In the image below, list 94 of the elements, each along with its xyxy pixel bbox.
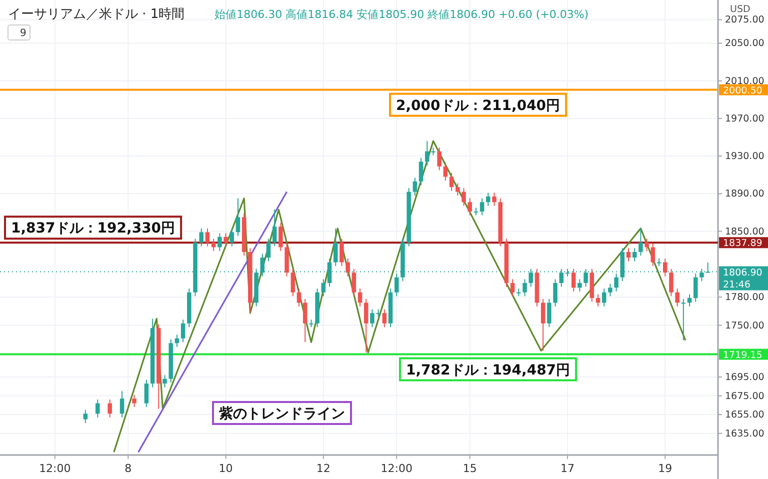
candlestick [687,294,692,307]
x-tick-label: 12 [316,462,330,475]
candlestick [174,334,180,348]
x-tick-label: 12:00 [380,462,412,475]
candlestick [486,192,490,206]
candlestick [346,258,350,277]
candlestick [162,374,167,388]
x-tick-label: 8 [124,462,132,475]
y-tick-label: 1930.00 [725,151,764,162]
annotation: 9 [20,28,26,39]
y-tick-label: 1850.00 [725,226,764,238]
annotation: 紫のトレンドライン [218,406,345,422]
candlestick [510,278,515,297]
annotation: 2,000ドル：211,040円 [396,98,560,114]
candlestick [278,222,283,252]
y-tick-label: 2010.00 [725,76,764,87]
candlestick [468,198,472,216]
candlestick [302,298,308,343]
candlestick [382,308,387,328]
candlestick [480,198,484,216]
y-tick-label: 1780.00 [725,292,764,304]
candlestick [540,298,546,352]
x-tick-label: 15 [462,462,477,475]
annotation: 1,782ドル：194,487円 [406,362,570,378]
candlestick [669,268,674,297]
text: 始値1806.30 高値1816.84 安値1805.90 終値1806.90 +0.60 (+0.03%) [214,8,589,21]
candlestick [364,298,368,354]
y-tick-label: 2075.00 [725,14,764,26]
candlestick [638,228,643,256]
candlestick [462,188,466,206]
candlestick [230,228,234,247]
y-tick-label: 1970.00 [725,113,764,124]
candlestick [578,278,582,292]
ref-line-label: 1837.89 [723,238,762,250]
candlestick [321,278,326,297]
candlestick [596,294,600,307]
candlestick [681,298,686,341]
candlestick [340,238,344,267]
ref-line-label: 2000.50 [723,85,762,96]
candlestick [547,298,552,328]
candlestick [412,177,418,196]
text: イーサリアム／米ドル · 1時間 [8,7,185,22]
candlestick [437,147,442,171]
candlestick [144,379,149,408]
price-tag: 1837.89 [719,237,768,250]
x-tick-label: 17 [560,462,574,475]
candlestick [449,172,454,192]
candlestick [236,198,240,236]
price-tag: 2000.50 [719,84,768,96]
x-tick-label: 10 [218,462,233,475]
annotation: 1,837ドル：192,330円 [11,220,176,237]
candlestick [272,209,277,247]
candlestick [608,283,612,297]
candlestick [358,288,362,307]
candlestick [290,268,296,297]
candlestick [418,157,424,186]
y-tick-label: 1750.00 [725,320,764,332]
candlestick [224,232,228,247]
ref-line-label: 1806.90 [723,267,762,278]
y-tick-label: 1655.00 [725,410,764,421]
y-tick-label: 1695.00 [725,372,764,383]
candlestick [522,278,527,297]
y-tick-label: 1675.00 [725,390,764,402]
y-tick-label: 2050.00 [725,38,764,50]
candlestick [205,228,210,247]
candlestick [492,192,496,206]
candlestick [456,182,460,196]
candlestick [443,162,448,181]
text: USD [730,4,750,15]
candlestick [180,319,186,343]
candlestick [693,273,698,302]
candlestick [553,278,558,307]
price-tag: 1719.15 [719,348,768,361]
candlestick [675,288,680,307]
x-tick-label: 12:00 [39,462,71,475]
candlestick [211,238,216,252]
candlestick [333,228,338,267]
candlestick [632,248,637,262]
candlestick [199,228,204,247]
candlestick [571,268,576,292]
candlestick [602,288,606,307]
candlestick [644,238,649,252]
ref-line-label: 1719.15 [723,350,762,361]
candlestick [266,238,271,262]
text: 21:46 [723,279,750,290]
candlestick [626,248,631,262]
y-tick-label: 1890.00 [725,188,764,200]
candlestick [662,258,668,277]
candlestick [296,288,302,307]
candlestick [352,268,356,297]
x-tick-label: 19 [658,462,672,475]
candlestick [650,242,656,267]
candlestick [218,232,222,252]
y-tick-label: 1635.00 [725,428,764,440]
